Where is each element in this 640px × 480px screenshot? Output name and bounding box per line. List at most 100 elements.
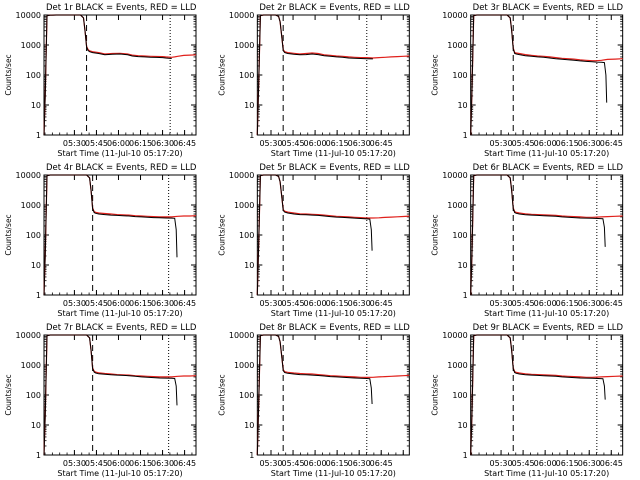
y-tick-label: 10000 xyxy=(229,331,254,340)
y-tick-label: 1 xyxy=(36,291,41,300)
y-tick-label: 10000 xyxy=(16,11,41,20)
x-tick-label: 06:00 xyxy=(304,299,327,308)
events-series-line xyxy=(43,174,178,296)
y-tick-label: 1000 xyxy=(234,41,254,50)
x-tick-label: 06:00 xyxy=(107,139,130,148)
detector-panel: 1 10 100 1000 10000 05:3005:4506:0006:1506:30… xyxy=(431,163,624,318)
y-tick-label: 100 xyxy=(239,231,254,240)
x-axis-label: Start Time (11-Jul-10 05:17:20) xyxy=(57,149,182,158)
x-tick-label: 06:30 xyxy=(348,139,371,148)
x-tick-label: 06:15 xyxy=(326,139,349,148)
panel-title: Det 3r BLACK = Events, RED = LLD xyxy=(473,3,624,13)
x-tick-label: 06:45 xyxy=(173,299,196,308)
x-tick-label: 05:45 xyxy=(282,139,305,148)
detector-panel: 1 10 100 1000 10000 05:3005:4506:0006:1506:30… xyxy=(431,3,624,158)
x-tick-label: 05:45 xyxy=(85,459,108,468)
x-tick-label: 06:00 xyxy=(107,459,130,468)
y-tick-label: 1 xyxy=(36,131,41,140)
y-tick-label: 10 xyxy=(31,101,41,110)
panel-title: Det 4r BLACK = Events, RED = LLD xyxy=(46,163,197,173)
panel-title: Det 1r BLACK = Events, RED = LLD xyxy=(46,3,197,13)
y-tick-label: 100 xyxy=(452,391,467,400)
y-tick-label: 10 xyxy=(457,101,467,110)
y-tick-label: 10000 xyxy=(442,11,467,20)
y-tick-label: 100 xyxy=(239,391,254,400)
y-tick-label: 1000 xyxy=(234,361,254,370)
y-tick-label: 1 xyxy=(249,291,254,300)
y-tick-label: 10 xyxy=(457,261,467,270)
y-axis-label: Counts/sec xyxy=(431,374,440,415)
y-tick-label: 1 xyxy=(463,451,468,460)
y-tick-label: 100 xyxy=(452,71,467,80)
y-tick-label: 10 xyxy=(31,421,41,430)
y-tick-label: 100 xyxy=(26,391,41,400)
x-tick-label: 06:45 xyxy=(600,139,623,148)
x-axis-label: Start Time (11-Jul-10 05:17:20) xyxy=(57,469,182,478)
y-tick-label: 1000 xyxy=(447,41,467,50)
x-tick-label: 06:30 xyxy=(151,459,174,468)
y-axis-label: Counts/sec xyxy=(4,374,13,415)
y-tick-label: 100 xyxy=(239,71,254,80)
events-series-line xyxy=(470,174,606,296)
events-series-line xyxy=(256,174,373,296)
y-tick-label: 1 xyxy=(463,291,468,300)
x-tick-label: 06:45 xyxy=(370,139,393,148)
y-tick-label: 10 xyxy=(244,261,254,270)
y-tick-label: 1000 xyxy=(21,41,41,50)
x-tick-label: 06:00 xyxy=(534,139,557,148)
x-axis-label: Start Time (11-Jul-10 05:17:20) xyxy=(271,149,396,158)
y-tick-label: 10 xyxy=(244,101,254,110)
y-axis-label: Counts/sec xyxy=(431,214,440,255)
y-tick-label: 100 xyxy=(26,71,41,80)
panel-title: Det 8r BLACK = Events, RED = LLD xyxy=(259,323,410,333)
y-tick-label: 10 xyxy=(244,421,254,430)
x-tick-label: 05:30 xyxy=(490,299,513,308)
y-tick-label: 10000 xyxy=(442,171,467,180)
x-tick-label: 06:45 xyxy=(370,459,393,468)
y-tick-label: 10000 xyxy=(16,331,41,340)
x-tick-label: 06:15 xyxy=(129,299,152,308)
x-tick-label: 06:00 xyxy=(534,299,557,308)
detector-panel: 1 10 100 1000 10000 05:3005:4506:0006:1506:30… xyxy=(217,3,410,158)
x-tick-label: 05:30 xyxy=(259,299,282,308)
x-tick-label: 06:30 xyxy=(348,459,371,468)
x-tick-label: 06:00 xyxy=(107,299,130,308)
x-tick-label: 05:45 xyxy=(512,139,535,148)
y-axis-label: Counts/sec xyxy=(217,54,226,95)
x-tick-label: 06:45 xyxy=(370,299,393,308)
x-tick-label: 06:45 xyxy=(600,459,623,468)
x-axis-label: Start Time (11-Jul-10 05:17:20) xyxy=(271,309,396,318)
y-axis-label: Counts/sec xyxy=(431,54,440,95)
y-tick-label: 1000 xyxy=(21,361,41,370)
y-tick-label: 10 xyxy=(457,421,467,430)
x-tick-label: 05:45 xyxy=(85,139,108,148)
panel-title: Det 5r BLACK = Events, RED = LLD xyxy=(259,163,410,173)
x-tick-label: 06:00 xyxy=(304,459,327,468)
panel-title: Det 2r BLACK = Events, RED = LLD xyxy=(259,3,410,13)
x-tick-label: 05:30 xyxy=(490,459,513,468)
x-tick-label: 05:45 xyxy=(512,299,535,308)
y-tick-label: 10000 xyxy=(229,11,254,20)
detector-panel: 1 10 100 1000 10000 05:3005:4506:0006:1506:30… xyxy=(217,323,410,478)
events-series-line xyxy=(43,334,178,456)
x-tick-label: 06:30 xyxy=(578,139,601,148)
x-tick-label: 06:45 xyxy=(173,459,196,468)
y-axis-label: Counts/sec xyxy=(4,54,13,95)
x-tick-label: 05:30 xyxy=(63,299,86,308)
y-tick-label: 100 xyxy=(452,231,467,240)
y-tick-label: 1000 xyxy=(447,361,467,370)
x-axis-label: Start Time (11-Jul-10 05:17:20) xyxy=(484,469,609,478)
y-axis-label: Counts/sec xyxy=(217,374,226,415)
y-tick-label: 10 xyxy=(31,261,41,270)
y-tick-label: 10000 xyxy=(16,171,41,180)
x-tick-label: 06:15 xyxy=(326,299,349,308)
y-tick-label: 1 xyxy=(249,131,254,140)
x-tick-label: 06:30 xyxy=(578,299,601,308)
x-tick-label: 06:00 xyxy=(534,459,557,468)
x-tick-label: 05:30 xyxy=(259,139,282,148)
y-axis-label: Counts/sec xyxy=(217,214,226,255)
x-tick-label: 06:45 xyxy=(173,139,196,148)
x-tick-label: 06:15 xyxy=(129,139,152,148)
